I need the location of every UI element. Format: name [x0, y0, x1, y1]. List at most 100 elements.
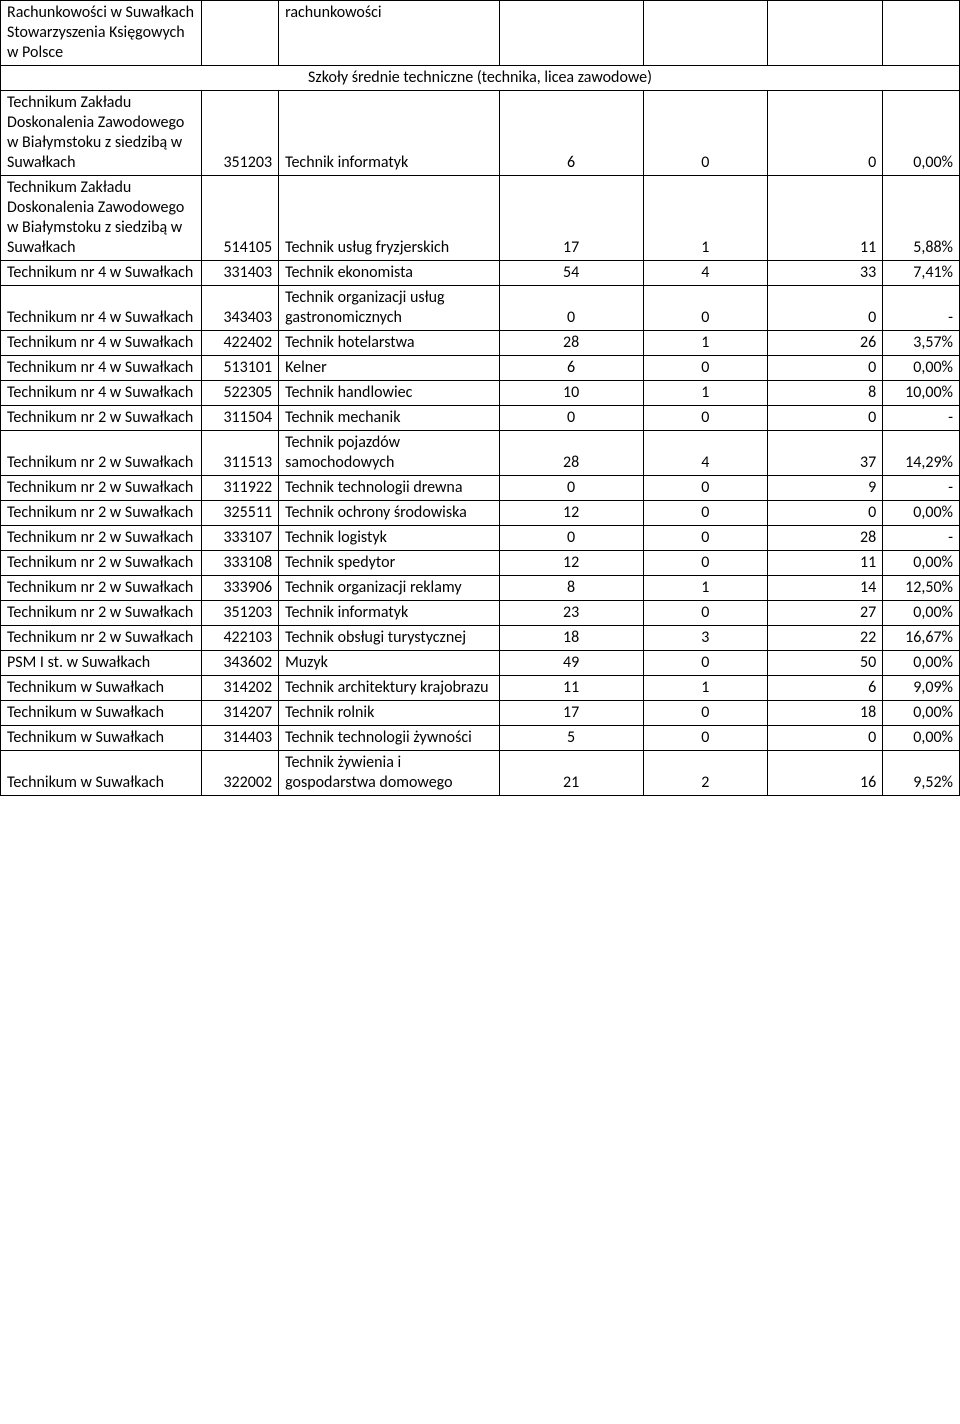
- cell-code: 333107: [202, 526, 279, 551]
- cell-pct: 5,88%: [883, 176, 960, 261]
- cell-pct: 16,67%: [883, 626, 960, 651]
- cell-profession: Technik informatyk: [279, 91, 500, 176]
- cell-n2: 0: [643, 601, 768, 626]
- cell-school: Technikum nr 2 w Suwałkach: [1, 406, 202, 431]
- cell-code: 314403: [202, 726, 279, 751]
- cell-code: 333906: [202, 576, 279, 601]
- cell-pct: 9,52%: [883, 751, 960, 796]
- cell-school: Technikum nr 2 w Suwałkach: [1, 601, 202, 626]
- cell-n1: 0: [499, 526, 643, 551]
- cell-n3: 33: [768, 261, 883, 286]
- cell-n1: 28: [499, 431, 643, 476]
- cell-pct: -: [883, 406, 960, 431]
- cell-school: Technikum w Suwałkach: [1, 751, 202, 796]
- cell-pct: [883, 1, 960, 66]
- cell-school: Technikum nr 2 w Suwałkach: [1, 551, 202, 576]
- cell-code: 351203: [202, 91, 279, 176]
- cell-n3: 16: [768, 751, 883, 796]
- cell-n2: 0: [643, 356, 768, 381]
- cell-profession: Technik rolnik: [279, 701, 500, 726]
- cell-n3: 11: [768, 176, 883, 261]
- table-row: Technikum nr 4 w Suwałkach331403Technik …: [1, 261, 960, 286]
- cell-n3: 27: [768, 601, 883, 626]
- cell-n2: 0: [643, 406, 768, 431]
- table-row: Technikum nr 2 w Suwałkach351203Technik …: [1, 601, 960, 626]
- cell-pct: 9,09%: [883, 676, 960, 701]
- cell-school: Rachunkowości w Suwałkach Stowarzyszenia…: [1, 1, 202, 66]
- cell-pct: -: [883, 476, 960, 501]
- cell-n2: 1: [643, 381, 768, 406]
- cell-n1: 0: [499, 286, 643, 331]
- cell-n1: 11: [499, 676, 643, 701]
- cell-n1: 49: [499, 651, 643, 676]
- cell-code: 351203: [202, 601, 279, 626]
- cell-code: 514105: [202, 176, 279, 261]
- cell-pct: 0,00%: [883, 91, 960, 176]
- cell-code: 331403: [202, 261, 279, 286]
- cell-n1: 28: [499, 331, 643, 356]
- cell-profession: Technik mechanik: [279, 406, 500, 431]
- cell-school: Technikum Zakładu Doskonalenia Zawodoweg…: [1, 91, 202, 176]
- table-row: PSM I st. w Suwałkach343602Muzyk490500,0…: [1, 651, 960, 676]
- cell-profession: Technik usług fryzjerskich: [279, 176, 500, 261]
- cell-pct: 7,41%: [883, 261, 960, 286]
- table-row: Technikum nr 2 w Suwałkach333108Technik …: [1, 551, 960, 576]
- cell-n3: 6: [768, 676, 883, 701]
- cell-profession: Technik organizacji reklamy: [279, 576, 500, 601]
- table-row: Technikum nr 2 w Suwałkach311504Technik …: [1, 406, 960, 431]
- cell-n2: 3: [643, 626, 768, 651]
- cell-n2: 0: [643, 476, 768, 501]
- cell-n1: 6: [499, 356, 643, 381]
- table-row: Technikum w Suwałkach314403Technik techn…: [1, 726, 960, 751]
- cell-n3: 0: [768, 726, 883, 751]
- cell-profession: Technik architektury krajobrazu: [279, 676, 500, 701]
- cell-n1: 6: [499, 91, 643, 176]
- cell-profession: Muzyk: [279, 651, 500, 676]
- cell-school: Technikum nr 2 w Suwałkach: [1, 501, 202, 526]
- table-row: Technikum Zakładu Doskonalenia Zawodoweg…: [1, 91, 960, 176]
- cell-n1: 23: [499, 601, 643, 626]
- cell-profession: Technik technologii drewna: [279, 476, 500, 501]
- cell-school: Technikum w Suwałkach: [1, 726, 202, 751]
- cell-profession: rachunkowości: [279, 1, 500, 66]
- cell-n2: 1: [643, 331, 768, 356]
- cell-code: 314202: [202, 676, 279, 701]
- cell-profession: Technik obsługi turystycznej: [279, 626, 500, 651]
- cell-n2: 0: [643, 91, 768, 176]
- cell-profession: Technik organizacji usług gastronomiczny…: [279, 286, 500, 331]
- cell-profession: Technik technologii żywności: [279, 726, 500, 751]
- section-header-row: Szkoły średnie techniczne (technika, lic…: [1, 66, 960, 91]
- cell-n2: [643, 1, 768, 66]
- cell-n2: 0: [643, 286, 768, 331]
- table-row: Technikum w Suwałkach314207Technik rolni…: [1, 701, 960, 726]
- cell-n1: 12: [499, 501, 643, 526]
- cell-code: 322002: [202, 751, 279, 796]
- cell-profession: Technik pojazdów samochodowych: [279, 431, 500, 476]
- cell-profession: Technik handlowiec: [279, 381, 500, 406]
- cell-n2: 0: [643, 526, 768, 551]
- cell-profession: Technik hotelarstwa: [279, 331, 500, 356]
- cell-n3: 0: [768, 356, 883, 381]
- cell-school: Technikum w Suwałkach: [1, 676, 202, 701]
- cell-profession: Technik spedytor: [279, 551, 500, 576]
- cell-n1: 54: [499, 261, 643, 286]
- cell-pct: 0,00%: [883, 551, 960, 576]
- cell-code: 314207: [202, 701, 279, 726]
- cell-pct: 0,00%: [883, 501, 960, 526]
- cell-n1: 10: [499, 381, 643, 406]
- cell-code: 311513: [202, 431, 279, 476]
- schools-table: Rachunkowości w Suwałkach Stowarzyszenia…: [0, 0, 960, 796]
- cell-n3: 18: [768, 701, 883, 726]
- cell-school: Technikum nr 2 w Suwałkach: [1, 576, 202, 601]
- cell-pct: 0,00%: [883, 726, 960, 751]
- cell-code: 513101: [202, 356, 279, 381]
- cell-n1: [499, 1, 643, 66]
- cell-n1: 5: [499, 726, 643, 751]
- table-row: Rachunkowości w Suwałkach Stowarzyszenia…: [1, 1, 960, 66]
- cell-n3: 0: [768, 501, 883, 526]
- cell-code: 325511: [202, 501, 279, 526]
- cell-code: 333108: [202, 551, 279, 576]
- cell-n1: 18: [499, 626, 643, 651]
- cell-n3: 37: [768, 431, 883, 476]
- cell-school: Technikum nr 4 w Suwałkach: [1, 381, 202, 406]
